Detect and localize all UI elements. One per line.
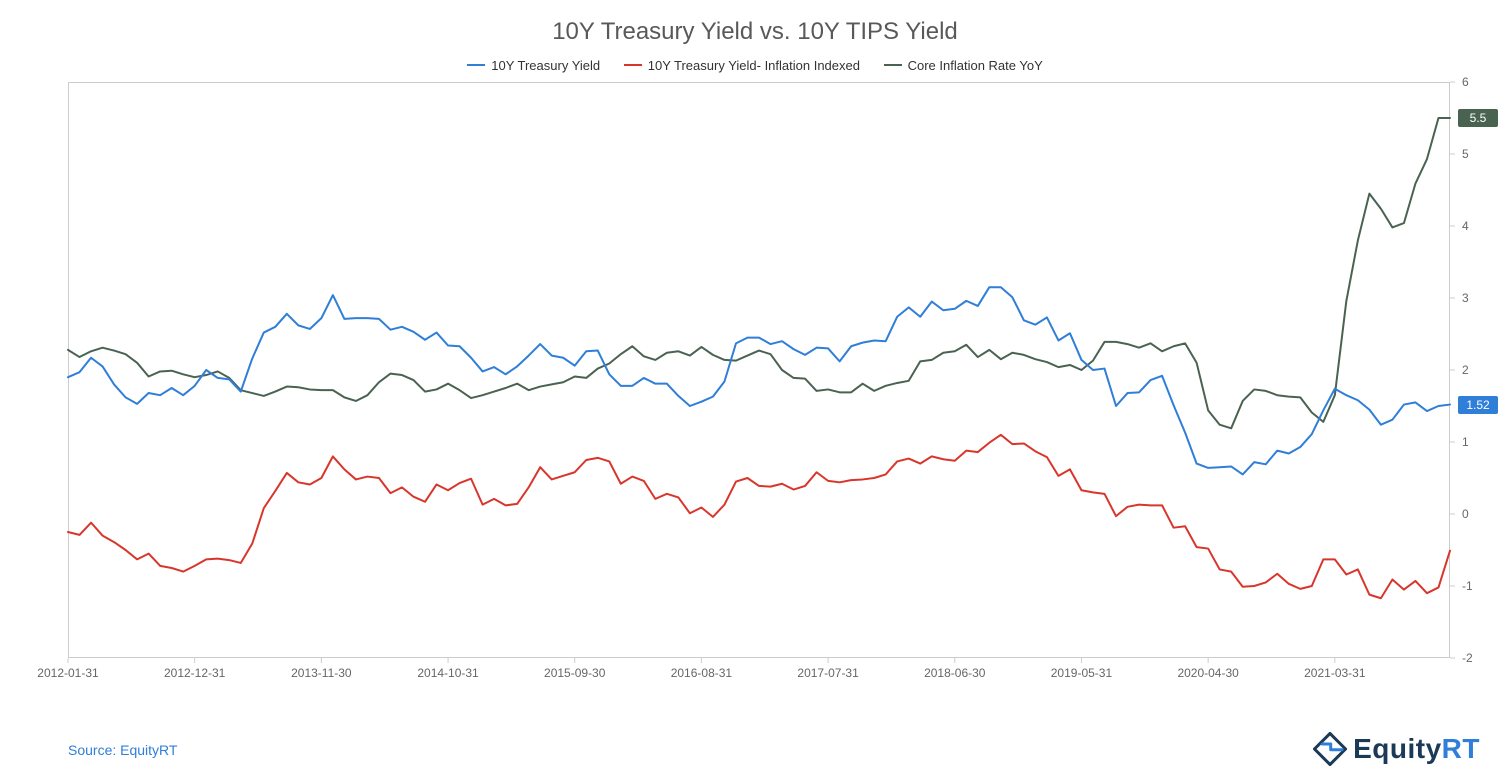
legend-label-s2: 10Y Treasury Yield- Inflation Indexed: [648, 58, 860, 73]
x-tick: 2019-05-31: [1051, 666, 1112, 680]
x-tick: 2012-01-31: [37, 666, 98, 680]
chart-container: 10Y Treasury Yield vs. 10Y TIPS Yield 10…: [0, 0, 1510, 780]
legend-swatch-s2: [624, 64, 642, 66]
legend-swatch-s3: [884, 64, 902, 66]
y-tick: 2: [1462, 363, 1469, 377]
y-tick: 6: [1462, 75, 1469, 89]
plot-area[interactable]: [68, 82, 1450, 658]
x-tick: 2016-08-31: [671, 666, 732, 680]
y-tick: 3: [1462, 291, 1469, 305]
x-tick: 2013-11-30: [291, 666, 352, 680]
y-tick: 1: [1462, 435, 1469, 449]
legend-item-s3[interactable]: Core Inflation Rate YoY: [884, 58, 1043, 73]
y-tick: 4: [1462, 219, 1469, 233]
legend-item-s1[interactable]: 10Y Treasury Yield: [467, 58, 600, 73]
legend-label-s3: Core Inflation Rate YoY: [908, 58, 1043, 73]
brand-text: EquityRT: [1353, 733, 1480, 765]
line-chart-svg: [68, 82, 1450, 658]
series-s2: [68, 435, 1450, 598]
source-label: Source: EquityRT: [68, 742, 177, 758]
chart-title: 10Y Treasury Yield vs. 10Y TIPS Yield: [0, 0, 1510, 46]
y-tick: 5: [1462, 147, 1469, 161]
series-s3: [68, 118, 1450, 428]
brand-text-part1: Equity: [1353, 733, 1442, 764]
x-tick: 2020-04-30: [1177, 666, 1238, 680]
end-badge-s1: 1.52: [1458, 396, 1498, 414]
y-axis: -2-101234565.51.52: [1458, 82, 1498, 658]
end-badge-s3: 5.5: [1458, 109, 1498, 127]
legend-label-s1: 10Y Treasury Yield: [491, 58, 600, 73]
x-tick: 2014-10-31: [417, 666, 478, 680]
x-tick: 2015-09-30: [544, 666, 605, 680]
legend: 10Y Treasury Yield 10Y Treasury Yield- I…: [0, 54, 1510, 73]
legend-swatch-s1: [467, 64, 485, 66]
brand-text-part2: RT: [1442, 733, 1480, 764]
y-tick: 0: [1462, 507, 1469, 521]
x-axis: 2012-01-312012-12-312013-11-302014-10-31…: [68, 664, 1450, 684]
y-tick: -1: [1462, 579, 1473, 593]
brand-icon: [1313, 732, 1347, 766]
x-tick: 2018-06-30: [924, 666, 985, 680]
legend-item-s2[interactable]: 10Y Treasury Yield- Inflation Indexed: [624, 58, 860, 73]
x-tick: 2012-12-31: [164, 666, 225, 680]
y-tick: -2: [1462, 651, 1473, 665]
x-tick: 2017-07-31: [797, 666, 858, 680]
brand-logo: EquityRT: [1313, 732, 1480, 766]
x-tick: 2021-03-31: [1304, 666, 1365, 680]
series-s1: [68, 287, 1450, 474]
